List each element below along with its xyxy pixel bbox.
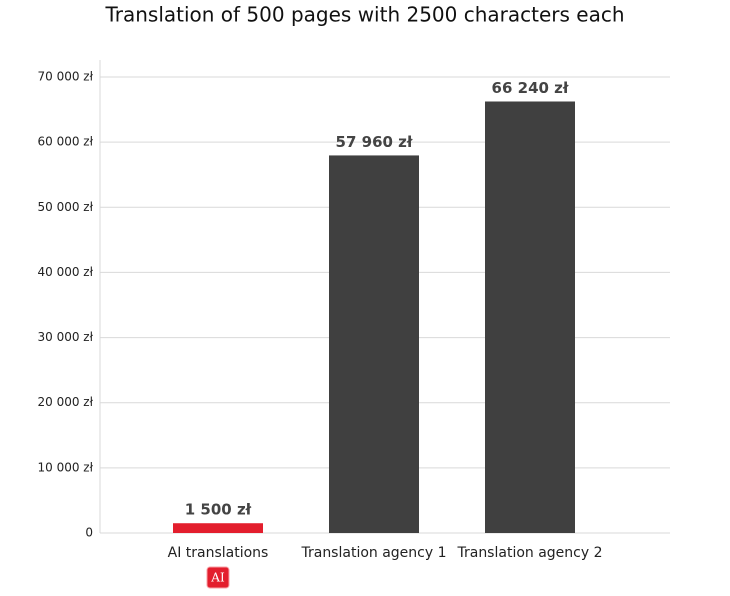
data-label: 66 240 zł	[492, 79, 569, 97]
bar	[485, 101, 575, 533]
y-tick-label: 0	[85, 526, 93, 540]
y-tick-label: 10 000 zł	[37, 460, 93, 474]
y-tick-label: 20 000 zł	[37, 395, 93, 409]
chart-title: Translation of 500 pages with 2500 chara…	[104, 3, 624, 27]
y-tick-label: 50 000 zł	[37, 200, 93, 214]
bar	[329, 155, 419, 533]
x-tick-label: Translation agency 1	[300, 545, 446, 561]
y-tick-label: 70 000 zł	[37, 70, 93, 84]
badge-box	[206, 566, 230, 589]
bar	[173, 523, 263, 533]
badge: AI	[210, 571, 225, 585]
data-label: 57 960 zł	[336, 133, 413, 151]
x-tick-label: AI translations	[168, 545, 269, 561]
y-tick-label: 60 000 zł	[37, 135, 93, 149]
data-label: 1 500 zł	[185, 501, 252, 519]
x-tick-label: Translation agency 2	[456, 545, 602, 561]
y-tick-label: 30 000 zł	[37, 330, 93, 344]
y-tick-label: 40 000 zł	[37, 265, 93, 279]
